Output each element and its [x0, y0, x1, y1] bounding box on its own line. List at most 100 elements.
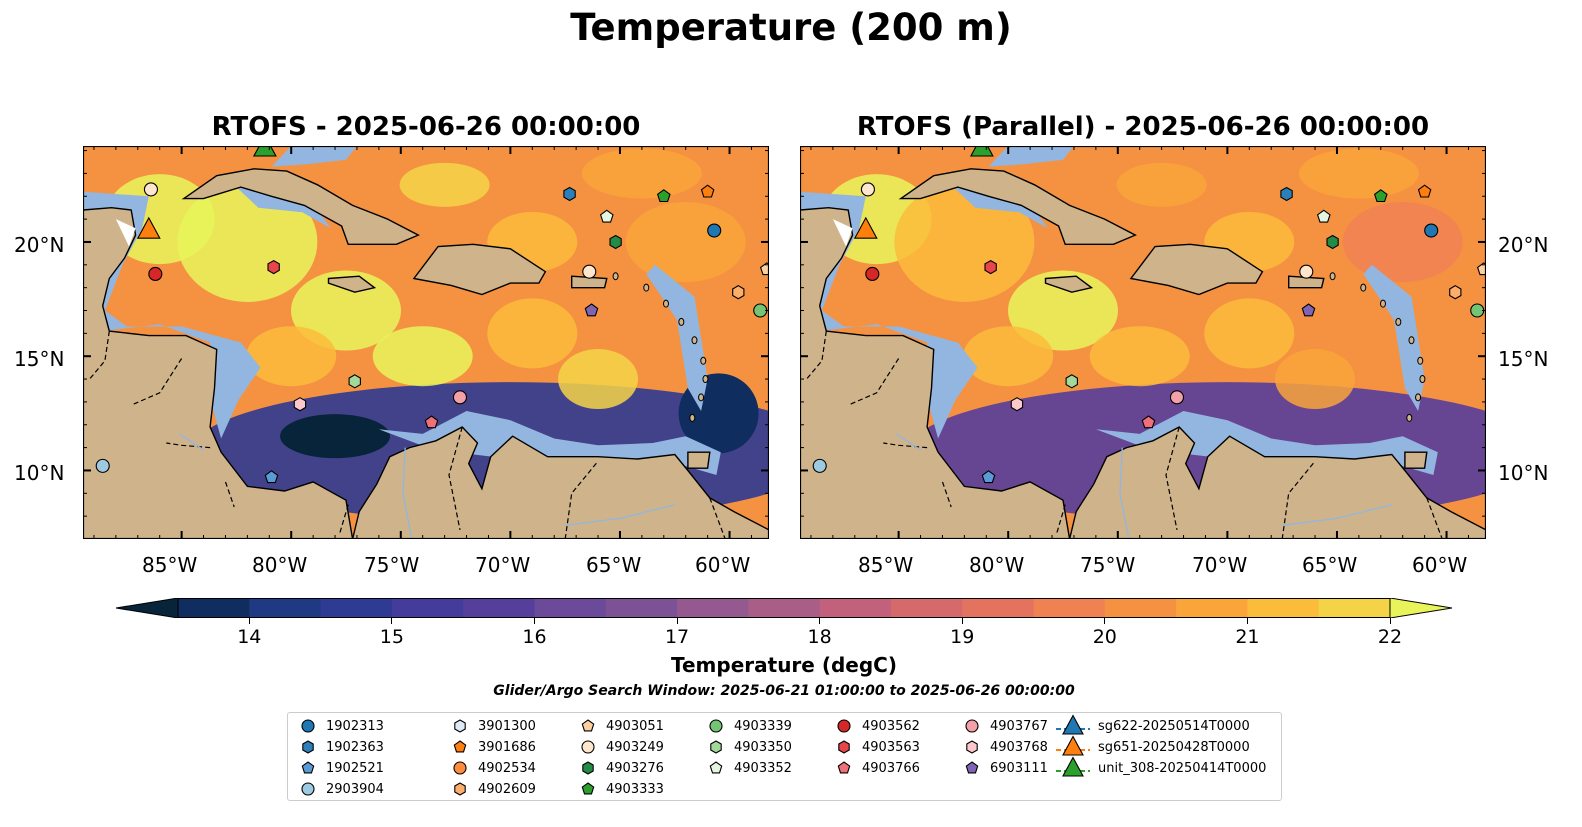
argo-float-marker: [452, 390, 468, 405]
temperature-contour: [1116, 162, 1207, 207]
legend-marker-icon: [709, 719, 723, 733]
land-jamaica: [327, 275, 377, 293]
argo-float-marker: [1169, 390, 1185, 405]
legend-marker: [710, 740, 722, 754]
legend-label: sg622-20250514T0000: [1098, 718, 1250, 734]
island: [612, 272, 619, 281]
argo-float-marker: [599, 209, 614, 223]
legend-marker-icon: [838, 740, 850, 754]
legend-marker: [965, 719, 979, 733]
legend-marker-icon: [837, 719, 851, 733]
shelf-area: [953, 187, 1048, 229]
legend-item: 1902313: [298, 716, 384, 736]
temperature-contour: [1089, 326, 1190, 387]
legend-marker: [1062, 735, 1084, 756]
country-border: [564, 460, 599, 540]
colorbar-tick-mark: [533, 618, 535, 624]
legend-marker: [965, 761, 979, 774]
colorbar-tick-mark: [1389, 618, 1391, 624]
legend-marker-icon: [1056, 714, 1090, 735]
search-window-text: Glider/Argo Search Window: 2025-06-21 01…: [493, 683, 1075, 699]
country-border: [224, 481, 235, 508]
legend-label: 1902313: [326, 718, 384, 734]
lon-tick-label: 60°W: [1412, 553, 1468, 577]
colorbar-segment: [463, 598, 535, 618]
legend-marker: [453, 761, 467, 775]
colorbar-label: Temperature (degC): [671, 653, 897, 677]
legend-item: 4903768: [962, 737, 1048, 757]
legend: 1902313 1902363 1902521 2903904 3901300 39016…: [287, 712, 1282, 801]
country-border: [1426, 497, 1443, 540]
island: [691, 336, 698, 345]
lat-tick-label: 15°N: [1498, 347, 1549, 371]
land-south-america: [1068, 426, 1487, 540]
temperature-contour: [1008, 270, 1119, 351]
country-border: [133, 358, 183, 405]
legend-label: 4903352: [734, 760, 792, 776]
argo-float-marker: [348, 374, 361, 389]
country-border: [89, 331, 110, 380]
argo-float-marker: [582, 264, 597, 279]
temperature-contour: [963, 326, 1054, 387]
colorbar-segment: [677, 598, 749, 618]
colorbar-tick-mark: [391, 618, 393, 624]
colorbar: [115, 597, 1453, 619]
legend-marker-icon: [454, 782, 466, 796]
map-frame: [82, 145, 770, 540]
map-rtofs-parallel: [799, 124, 1548, 540]
temperature-contour: [246, 326, 337, 387]
legend-marker: [301, 719, 315, 733]
legend-label: 1902363: [326, 739, 384, 755]
country-border: [709, 497, 726, 540]
temperature-contour: [625, 201, 746, 282]
argo-float-marker: [1424, 223, 1439, 238]
colorbar-extend-high: [1389, 597, 1453, 619]
river: [179, 433, 204, 451]
argo-float-marker: [1299, 264, 1314, 279]
colorbar-tick-mark: [1246, 618, 1248, 624]
land-trinidad: [687, 451, 711, 469]
lat-tick-label: 10°N: [14, 461, 65, 485]
legend-marker: [837, 761, 851, 774]
argo-float-marker: [1470, 303, 1485, 318]
argo-float-marker: [1065, 374, 1078, 389]
colorbar-tick-label: 20: [1092, 626, 1117, 648]
legend-label: 4902609: [478, 781, 536, 797]
legend-marker-icon: [301, 782, 315, 796]
legend-marker-icon: [709, 761, 723, 774]
legend-label: 4903562: [862, 718, 920, 734]
argo-float-marker: [865, 266, 880, 282]
colorbar-segment: [391, 598, 464, 618]
legend-item: 4903352: [706, 758, 792, 778]
argo-float-marker: [1301, 303, 1316, 317]
argo-float-marker: [860, 182, 875, 197]
legend-marker: [454, 719, 466, 733]
legend-marker: [302, 740, 314, 754]
temperature-contour: [1204, 298, 1295, 369]
argo-float-marker: [812, 458, 827, 473]
panel-title-rtofs-parallel: RTOFS (Parallel) - 2025-06-26 00:00:00: [856, 112, 1430, 142]
argo-float-marker: [656, 189, 671, 203]
island: [662, 299, 669, 308]
colorbar-frame: [177, 598, 1391, 618]
lon-tick-label: 60°W: [695, 553, 751, 577]
temperature-contour: [291, 270, 402, 351]
island: [1360, 283, 1367, 292]
legend-label: sg651-20250428T0000: [1098, 739, 1250, 755]
map-rtofs: [82, 124, 831, 540]
lon-tick-label: 75°W: [364, 553, 420, 577]
legend-marker-icon: [453, 740, 467, 753]
colorbar-tick-label: 15: [379, 626, 404, 648]
colorbar-tick-mark: [248, 618, 250, 624]
legend-marker: [581, 782, 595, 795]
river: [565, 504, 675, 526]
lon-tick-label: 65°W: [1302, 553, 1358, 577]
legend-item: 4903766: [834, 758, 920, 778]
temperature-contour: [1342, 201, 1463, 282]
legend-item: 4902534: [450, 758, 536, 778]
land-cuba: [181, 168, 420, 246]
argo-float-marker: [1449, 285, 1462, 300]
temperature-contour: [894, 181, 1035, 302]
colorbar-segment: [178, 598, 250, 618]
argo-float-marker: [143, 182, 158, 197]
